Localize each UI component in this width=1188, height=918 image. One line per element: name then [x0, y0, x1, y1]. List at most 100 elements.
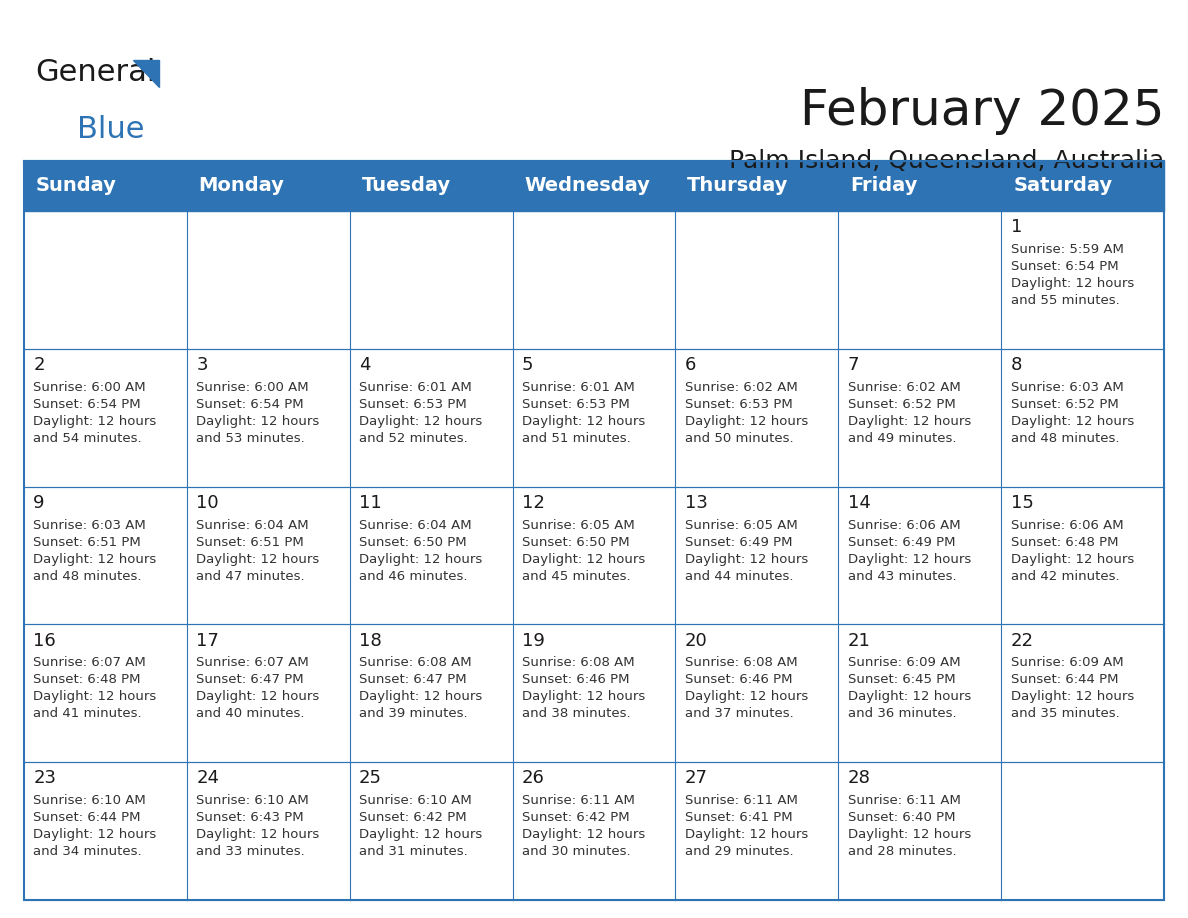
Text: 4: 4	[359, 356, 371, 375]
Text: Blue: Blue	[77, 115, 145, 144]
FancyBboxPatch shape	[676, 161, 839, 211]
Text: 22: 22	[1011, 632, 1034, 650]
FancyBboxPatch shape	[187, 762, 349, 900]
FancyBboxPatch shape	[1001, 624, 1164, 762]
FancyBboxPatch shape	[676, 211, 839, 349]
Text: Sunrise: 6:03 AM
Sunset: 6:51 PM
Daylight: 12 hours
and 48 minutes.: Sunrise: 6:03 AM Sunset: 6:51 PM Dayligh…	[33, 519, 157, 583]
Text: Friday: Friday	[851, 176, 917, 196]
Text: 20: 20	[685, 632, 708, 650]
Text: Sunrise: 5:59 AM
Sunset: 6:54 PM
Daylight: 12 hours
and 55 minutes.: Sunrise: 5:59 AM Sunset: 6:54 PM Dayligh…	[1011, 243, 1135, 308]
Polygon shape	[133, 60, 159, 87]
FancyBboxPatch shape	[512, 161, 676, 211]
Text: 25: 25	[359, 769, 383, 788]
FancyBboxPatch shape	[349, 211, 512, 349]
FancyBboxPatch shape	[839, 624, 1001, 762]
Text: Sunrise: 6:04 AM
Sunset: 6:50 PM
Daylight: 12 hours
and 46 minutes.: Sunrise: 6:04 AM Sunset: 6:50 PM Dayligh…	[359, 519, 482, 583]
Text: Sunrise: 6:10 AM
Sunset: 6:43 PM
Daylight: 12 hours
and 33 minutes.: Sunrise: 6:10 AM Sunset: 6:43 PM Dayligh…	[196, 794, 320, 858]
Text: Sunrise: 6:03 AM
Sunset: 6:52 PM
Daylight: 12 hours
and 48 minutes.: Sunrise: 6:03 AM Sunset: 6:52 PM Dayligh…	[1011, 381, 1135, 445]
Text: 23: 23	[33, 769, 56, 788]
Text: 26: 26	[522, 769, 545, 788]
FancyBboxPatch shape	[187, 161, 349, 211]
Text: 13: 13	[685, 494, 708, 512]
FancyBboxPatch shape	[24, 762, 187, 900]
Text: 10: 10	[196, 494, 219, 512]
Text: Sunrise: 6:07 AM
Sunset: 6:48 PM
Daylight: 12 hours
and 41 minutes.: Sunrise: 6:07 AM Sunset: 6:48 PM Dayligh…	[33, 656, 157, 721]
Text: 3: 3	[196, 356, 208, 375]
FancyBboxPatch shape	[187, 349, 349, 487]
FancyBboxPatch shape	[512, 624, 676, 762]
FancyBboxPatch shape	[839, 161, 1001, 211]
Text: Thursday: Thursday	[688, 176, 789, 196]
Text: 21: 21	[848, 632, 871, 650]
Text: Sunrise: 6:10 AM
Sunset: 6:44 PM
Daylight: 12 hours
and 34 minutes.: Sunrise: 6:10 AM Sunset: 6:44 PM Dayligh…	[33, 794, 157, 858]
FancyBboxPatch shape	[512, 349, 676, 487]
Text: Sunday: Sunday	[36, 176, 116, 196]
Text: 1: 1	[1011, 218, 1022, 237]
FancyBboxPatch shape	[1001, 762, 1164, 900]
Text: Saturday: Saturday	[1013, 176, 1112, 196]
Text: Sunrise: 6:02 AM
Sunset: 6:52 PM
Daylight: 12 hours
and 49 minutes.: Sunrise: 6:02 AM Sunset: 6:52 PM Dayligh…	[848, 381, 971, 445]
FancyBboxPatch shape	[187, 211, 349, 349]
Text: Sunrise: 6:06 AM
Sunset: 6:48 PM
Daylight: 12 hours
and 42 minutes.: Sunrise: 6:06 AM Sunset: 6:48 PM Dayligh…	[1011, 519, 1135, 583]
Text: Sunrise: 6:01 AM
Sunset: 6:53 PM
Daylight: 12 hours
and 51 minutes.: Sunrise: 6:01 AM Sunset: 6:53 PM Dayligh…	[522, 381, 645, 445]
Text: Sunrise: 6:05 AM
Sunset: 6:50 PM
Daylight: 12 hours
and 45 minutes.: Sunrise: 6:05 AM Sunset: 6:50 PM Dayligh…	[522, 519, 645, 583]
FancyBboxPatch shape	[24, 349, 187, 487]
FancyBboxPatch shape	[839, 487, 1001, 624]
FancyBboxPatch shape	[349, 161, 512, 211]
Text: 9: 9	[33, 494, 45, 512]
FancyBboxPatch shape	[24, 161, 187, 211]
FancyBboxPatch shape	[676, 762, 839, 900]
Text: Sunrise: 6:04 AM
Sunset: 6:51 PM
Daylight: 12 hours
and 47 minutes.: Sunrise: 6:04 AM Sunset: 6:51 PM Dayligh…	[196, 519, 320, 583]
FancyBboxPatch shape	[839, 349, 1001, 487]
FancyBboxPatch shape	[24, 487, 187, 624]
Text: Sunrise: 6:11 AM
Sunset: 6:40 PM
Daylight: 12 hours
and 28 minutes.: Sunrise: 6:11 AM Sunset: 6:40 PM Dayligh…	[848, 794, 971, 858]
Text: Sunrise: 6:05 AM
Sunset: 6:49 PM
Daylight: 12 hours
and 44 minutes.: Sunrise: 6:05 AM Sunset: 6:49 PM Dayligh…	[685, 519, 808, 583]
Text: 6: 6	[685, 356, 696, 375]
Text: February 2025: February 2025	[800, 87, 1164, 135]
Text: Tuesday: Tuesday	[361, 176, 450, 196]
FancyBboxPatch shape	[512, 211, 676, 349]
Text: Sunrise: 6:06 AM
Sunset: 6:49 PM
Daylight: 12 hours
and 43 minutes.: Sunrise: 6:06 AM Sunset: 6:49 PM Dayligh…	[848, 519, 971, 583]
FancyBboxPatch shape	[839, 762, 1001, 900]
Text: 19: 19	[522, 632, 545, 650]
Text: 16: 16	[33, 632, 56, 650]
Text: General: General	[36, 58, 156, 87]
Text: Sunrise: 6:11 AM
Sunset: 6:41 PM
Daylight: 12 hours
and 29 minutes.: Sunrise: 6:11 AM Sunset: 6:41 PM Dayligh…	[685, 794, 808, 858]
Text: 24: 24	[196, 769, 220, 788]
Text: 15: 15	[1011, 494, 1034, 512]
Text: 12: 12	[522, 494, 545, 512]
FancyBboxPatch shape	[1001, 349, 1164, 487]
Text: 7: 7	[848, 356, 859, 375]
Text: Wednesday: Wednesday	[524, 176, 650, 196]
Text: Sunrise: 6:10 AM
Sunset: 6:42 PM
Daylight: 12 hours
and 31 minutes.: Sunrise: 6:10 AM Sunset: 6:42 PM Dayligh…	[359, 794, 482, 858]
Text: 11: 11	[359, 494, 381, 512]
FancyBboxPatch shape	[349, 349, 512, 487]
Text: Sunrise: 6:11 AM
Sunset: 6:42 PM
Daylight: 12 hours
and 30 minutes.: Sunrise: 6:11 AM Sunset: 6:42 PM Dayligh…	[522, 794, 645, 858]
Text: 8: 8	[1011, 356, 1022, 375]
Text: Sunrise: 6:01 AM
Sunset: 6:53 PM
Daylight: 12 hours
and 52 minutes.: Sunrise: 6:01 AM Sunset: 6:53 PM Dayligh…	[359, 381, 482, 445]
FancyBboxPatch shape	[349, 624, 512, 762]
Text: Palm Island, Queensland, Australia: Palm Island, Queensland, Australia	[729, 149, 1164, 173]
FancyBboxPatch shape	[512, 487, 676, 624]
Text: 14: 14	[848, 494, 871, 512]
FancyBboxPatch shape	[1001, 211, 1164, 349]
Text: Sunrise: 6:00 AM
Sunset: 6:54 PM
Daylight: 12 hours
and 53 minutes.: Sunrise: 6:00 AM Sunset: 6:54 PM Dayligh…	[196, 381, 320, 445]
Text: Sunrise: 6:02 AM
Sunset: 6:53 PM
Daylight: 12 hours
and 50 minutes.: Sunrise: 6:02 AM Sunset: 6:53 PM Dayligh…	[685, 381, 808, 445]
FancyBboxPatch shape	[676, 624, 839, 762]
Text: 28: 28	[848, 769, 871, 788]
Text: Sunrise: 6:09 AM
Sunset: 6:44 PM
Daylight: 12 hours
and 35 minutes.: Sunrise: 6:09 AM Sunset: 6:44 PM Dayligh…	[1011, 656, 1135, 721]
FancyBboxPatch shape	[839, 211, 1001, 349]
FancyBboxPatch shape	[1001, 161, 1164, 211]
FancyBboxPatch shape	[187, 624, 349, 762]
FancyBboxPatch shape	[349, 487, 512, 624]
FancyBboxPatch shape	[676, 349, 839, 487]
FancyBboxPatch shape	[24, 624, 187, 762]
FancyBboxPatch shape	[24, 211, 187, 349]
FancyBboxPatch shape	[512, 762, 676, 900]
Text: Sunrise: 6:07 AM
Sunset: 6:47 PM
Daylight: 12 hours
and 40 minutes.: Sunrise: 6:07 AM Sunset: 6:47 PM Dayligh…	[196, 656, 320, 721]
Text: 5: 5	[522, 356, 533, 375]
FancyBboxPatch shape	[187, 487, 349, 624]
Text: Sunrise: 6:08 AM
Sunset: 6:46 PM
Daylight: 12 hours
and 37 minutes.: Sunrise: 6:08 AM Sunset: 6:46 PM Dayligh…	[685, 656, 808, 721]
Text: Sunrise: 6:09 AM
Sunset: 6:45 PM
Daylight: 12 hours
and 36 minutes.: Sunrise: 6:09 AM Sunset: 6:45 PM Dayligh…	[848, 656, 971, 721]
FancyBboxPatch shape	[1001, 487, 1164, 624]
